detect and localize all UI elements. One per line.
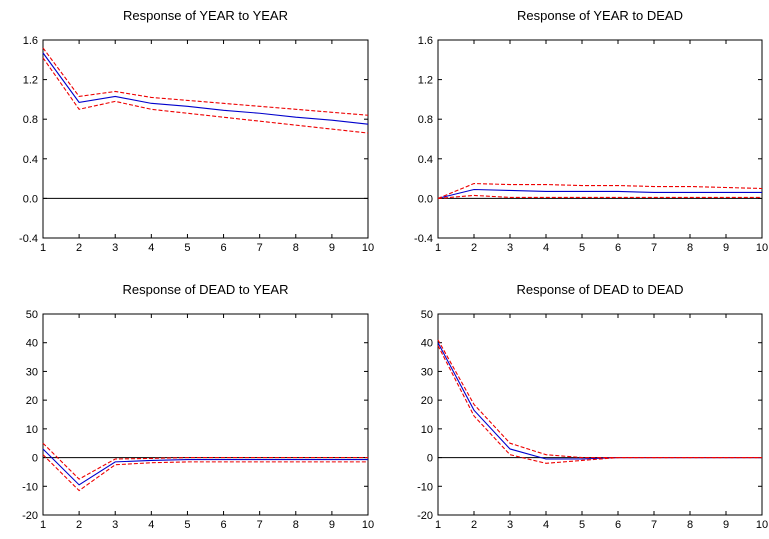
y-tick-label: 40 <box>26 338 38 350</box>
x-tick-label: 8 <box>293 242 299 254</box>
x-tick-label: 6 <box>615 242 621 254</box>
lower-band-line <box>42 57 369 134</box>
y-tick-label: 10 <box>26 424 38 436</box>
x-tick-label: 3 <box>112 242 118 254</box>
x-tick-label: 1 <box>435 519 441 531</box>
y-tick-label: 40 <box>421 338 433 350</box>
x-tick-label: 8 <box>293 519 299 531</box>
x-tick-label: 6 <box>220 242 226 254</box>
x-tick-label: 10 <box>362 519 374 531</box>
panel-title: Response of DEAD to YEAR <box>123 282 289 297</box>
lower-band-line <box>437 194 762 199</box>
x-tick-label: 4 <box>543 242 549 254</box>
x-tick-label: 2 <box>76 242 82 254</box>
x-tick-label: 5 <box>579 519 585 531</box>
x-tick-label: 9 <box>723 519 729 531</box>
plot-frame <box>437 39 763 239</box>
y-tick-label: -20 <box>22 510 38 522</box>
x-tick-label: 4 <box>148 519 154 531</box>
x-tick-label: 3 <box>507 242 513 254</box>
upper-band-line <box>437 182 763 199</box>
x-tick-label: 10 <box>362 242 374 254</box>
response-line <box>42 52 369 125</box>
y-tick-label: -20 <box>417 510 433 522</box>
panel-title: Response of YEAR to YEAR <box>123 8 288 23</box>
x-tick-label: 2 <box>76 519 82 531</box>
y-tick-label: 0 <box>427 453 433 465</box>
x-tick-label: 2 <box>471 519 477 531</box>
plot-frame <box>437 313 763 516</box>
x-tick-label: 4 <box>148 242 154 254</box>
y-tick-label: 50 <box>421 309 433 321</box>
y-tick-label: 0.8 <box>418 114 433 126</box>
response-line <box>42 448 368 486</box>
x-tick-label: 7 <box>257 242 263 254</box>
y-tick-label: 20 <box>421 395 433 407</box>
panel-title: Response of YEAR to DEAD <box>517 8 683 23</box>
panel-1: Response of YEAR to YEAR -0.4 0.0 0.4 0.8 1.2… <box>19 8 374 254</box>
y-tick-label: -0.4 <box>19 233 38 245</box>
response-line <box>437 342 762 460</box>
panel-3: Response of DEAD to YEAR -20 -10 0 10 20 30 40 5… <box>22 282 374 531</box>
x-tick-label: 7 <box>651 242 657 254</box>
x-tick-label: 3 <box>507 519 513 531</box>
upper-band-line <box>42 442 368 480</box>
y-tick-label: 0.4 <box>23 154 38 166</box>
y-tick-label: 1.2 <box>23 75 38 87</box>
x-tick-label: 6 <box>615 519 621 531</box>
x-tick-label: 9 <box>329 519 335 531</box>
x-tick-label: 10 <box>756 519 768 531</box>
x-tick-label: 1 <box>40 519 46 531</box>
x-tick-label: 2 <box>471 242 477 254</box>
panel-2: Response of YEAR to DEAD -0.4 0.0 0.4 0.8 1.2… <box>414 8 768 254</box>
y-tick-label: -10 <box>417 481 433 493</box>
x-tick-label: 10 <box>756 242 768 254</box>
plot-frame <box>42 313 369 516</box>
x-tick-label: 9 <box>723 242 729 254</box>
upper-band-line <box>42 47 369 116</box>
panel-4: Response of DEAD to DEAD -20 -10 0 10 20 30 40 5… <box>417 282 768 531</box>
response-line <box>437 188 762 199</box>
y-tick-label: 30 <box>421 366 433 378</box>
x-tick-label: 1 <box>435 242 441 254</box>
panel-title: Response of DEAD to DEAD <box>517 282 684 297</box>
y-tick-label: 1.2 <box>418 75 433 87</box>
y-tick-label: 50 <box>26 309 38 321</box>
y-tick-label: 0.0 <box>23 193 38 205</box>
y-tick-label: -0.4 <box>414 233 433 245</box>
plot-frame <box>42 39 369 239</box>
x-tick-label: 7 <box>257 519 263 531</box>
x-tick-label: 3 <box>112 519 118 531</box>
y-tick-label: 0 <box>32 453 38 465</box>
x-tick-label: 6 <box>220 519 226 531</box>
lower-band-line <box>42 454 368 492</box>
x-tick-label: 1 <box>40 242 46 254</box>
y-tick-label: 30 <box>26 366 38 378</box>
x-tick-label: 9 <box>329 242 335 254</box>
x-tick-label: 7 <box>651 519 657 531</box>
upper-band-line <box>437 339 762 459</box>
y-tick-label: 20 <box>26 395 38 407</box>
x-tick-label: 8 <box>687 242 693 254</box>
x-tick-label: 5 <box>184 242 190 254</box>
lower-band-line <box>437 345 762 464</box>
x-tick-label: 5 <box>184 519 190 531</box>
x-tick-label: 4 <box>543 519 549 531</box>
y-tick-label: 0.0 <box>418 193 433 205</box>
y-tick-label: 0.4 <box>418 154 433 166</box>
y-tick-label: -10 <box>22 481 38 493</box>
y-tick-label: 1.6 <box>418 35 433 47</box>
x-tick-label: 8 <box>687 519 693 531</box>
x-tick-label: 5 <box>579 242 585 254</box>
y-tick-label: 1.6 <box>23 35 38 47</box>
y-tick-label: 10 <box>421 424 433 436</box>
y-tick-label: 0.8 <box>23 114 38 126</box>
